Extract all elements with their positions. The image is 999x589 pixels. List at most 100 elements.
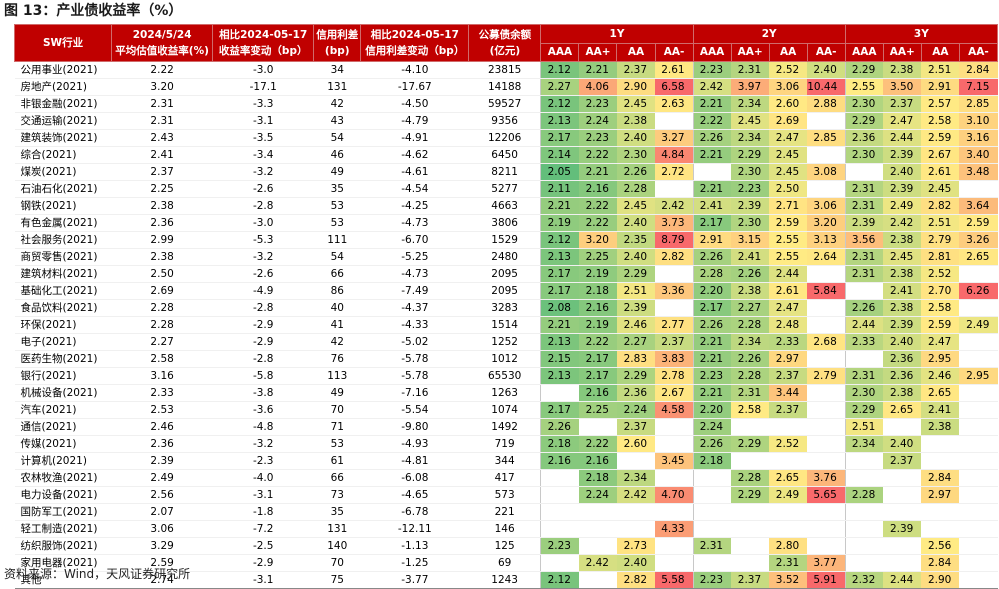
yield-heatmap-cell: 2.97 [921, 486, 960, 504]
table-row: 食品饮料(2021) 2.28 -2.8 40 -4.37 3283 2.08 2.16 2.3… [14, 299, 998, 317]
spread-change-cell: -4.33 [360, 316, 469, 334]
yield-heatmap-cell: 2.19 [578, 265, 617, 283]
yield-heatmap-cell: 2.37 [731, 571, 770, 589]
yield-heatmap-cell: 2.26 [540, 418, 579, 436]
spread-cell: 46 [313, 146, 361, 164]
yield-heatmap-cell [540, 469, 579, 487]
yield-heatmap-cell [959, 384, 998, 402]
yield-heatmap-cell [807, 418, 846, 436]
yield-heatmap-cell: 2.34 [731, 129, 770, 147]
yield-heatmap-cell: 2.58 [921, 299, 960, 317]
rating-header-cell: AA- [654, 43, 694, 62]
yield-heatmap-cell: 2.55 [769, 231, 808, 249]
header-yield-change-top: 相比2024-05-17 [219, 29, 308, 41]
yield-heatmap-cell: 3.20 [578, 231, 617, 249]
balance-cell: 1529 [468, 231, 542, 249]
yield-cell: 2.99 [111, 231, 213, 249]
table-row: 轻工制造(2021) 3.06 -7.2 131 -12.11 146 4.33 2.39 [14, 520, 998, 538]
yield-cell: 2.50 [111, 265, 213, 283]
industry-cell: 通信(2021) [14, 418, 112, 436]
yield-heatmap-cell: 2.79 [807, 367, 846, 385]
yield-change-cell: -3.4 [212, 146, 314, 164]
yield-change-cell: -3.2 [212, 248, 314, 266]
table-row: 非银金融(2021) 2.31 -3.3 42 -4.50 59527 2.12 2.23 2.… [14, 95, 998, 113]
table-row: 有色金属(2021) 2.36 -3.0 53 -4.73 3806 2.19 2.22 2.4… [14, 214, 998, 232]
yield-heatmap-cell: 2.27 [540, 78, 579, 96]
yield-heatmap-cell: 2.38 [921, 418, 960, 436]
table-row: 农林牧渔(2021) 2.49 -4.0 66 -6.08 417 2.18 2.34 2.28… [14, 469, 998, 487]
yield-heatmap-cell [959, 265, 998, 283]
yield-cell: 2.37 [111, 163, 213, 181]
yield-heatmap-cell: 2.16 [578, 180, 617, 198]
header-spread-change: 相比2024-05-17 信用利差变动（bp） [360, 24, 470, 62]
balance-cell: 1074 [468, 401, 542, 419]
yield-heatmap-cell [844, 503, 884, 521]
yield-heatmap-cell [731, 452, 770, 470]
spread-change-cell: -7.16 [360, 384, 469, 402]
yield-heatmap-cell: 3.16 [959, 129, 998, 147]
spread-change-cell: -4.50 [360, 95, 469, 113]
yield-heatmap-cell: 2.25 [578, 401, 617, 419]
yield-heatmap-cell: 2.40 [616, 214, 656, 232]
yield-heatmap-cell: 3.73 [655, 214, 694, 232]
yield-heatmap-cell: 2.22 [578, 197, 617, 215]
yield-heatmap-cell: 2.65 [959, 248, 998, 266]
spread-cell: 49 [313, 163, 361, 181]
yield-heatmap-cell: 2.22 [578, 146, 617, 164]
yield-heatmap-cell: 2.61 [921, 163, 960, 181]
balance-cell: 573 [468, 486, 542, 504]
yield-heatmap-cell: 2.24 [692, 418, 732, 436]
yield-heatmap-cell: 2.95 [959, 367, 998, 385]
industry-cell: 银行(2021) [14, 367, 112, 385]
yield-heatmap-cell: 2.57 [921, 95, 960, 113]
balance-cell: 69 [468, 554, 542, 572]
yield-cell: 2.38 [111, 248, 213, 266]
spread-change-cell: -5.54 [360, 401, 469, 419]
yield-heatmap-cell: 2.23 [692, 367, 732, 385]
yield-cell: 2.33 [111, 384, 213, 402]
yield-heatmap-cell: 2.20 [692, 282, 732, 300]
yield-heatmap-cell: 2.30 [844, 384, 884, 402]
yield-heatmap-cell: 2.18 [692, 452, 732, 470]
yield-heatmap-cell: 5.65 [807, 486, 846, 504]
yield-change-cell: -2.9 [212, 554, 314, 572]
balance-cell: 2480 [468, 248, 542, 266]
industry-cell: 社会服务(2021) [14, 231, 112, 249]
yield-change-cell: -3.6 [212, 401, 314, 419]
yield-heatmap-cell: 2.36 [883, 350, 922, 368]
yield-heatmap-cell: 2.11 [540, 180, 579, 198]
yield-heatmap-cell: 3.56 [844, 231, 884, 249]
yield-heatmap-cell [921, 435, 960, 453]
yield-heatmap-cell: 2.61 [655, 61, 694, 79]
header-industry: SW行业 [13, 24, 113, 62]
header-balance-bottom: (亿元) [489, 45, 521, 57]
yield-cell: 2.39 [111, 452, 213, 470]
yield-heatmap-cell: 2.49 [883, 197, 922, 215]
table-row: 机械设备(2021) 2.33 -3.8 49 -7.16 1263 2.16 2.36 2.6… [14, 384, 998, 402]
yield-heatmap-cell [959, 571, 998, 589]
yield-heatmap-cell [959, 350, 998, 368]
yield-heatmap-cell: 2.39 [616, 299, 656, 317]
spread-cell: 53 [313, 435, 361, 453]
yield-heatmap-cell [807, 146, 846, 164]
yield-heatmap-cell [540, 554, 579, 572]
yield-heatmap-cell: 2.29 [731, 435, 770, 453]
yield-cell: 2.07 [111, 503, 213, 521]
yield-heatmap-cell: 2.65 [769, 469, 808, 487]
yield-heatmap-cell: 2.30 [844, 146, 884, 164]
yield-heatmap-cell [578, 503, 617, 521]
spread-cell: 53 [313, 197, 361, 215]
yield-heatmap-cell: 2.29 [731, 146, 770, 164]
yield-heatmap-cell: 3.64 [959, 197, 998, 215]
yield-heatmap-cell: 2.45 [616, 95, 656, 113]
yield-change-cell: -3.1 [212, 571, 314, 589]
yield-heatmap-cell: 2.51 [921, 214, 960, 232]
yield-cell: 2.59 [111, 554, 213, 572]
yield-heatmap-cell: 2.38 [883, 384, 922, 402]
yield-cell: 2.22 [111, 61, 213, 79]
balance-cell: 8211 [468, 163, 542, 181]
yield-heatmap-cell [578, 418, 617, 436]
industry-cell: 非银金融(2021) [14, 95, 112, 113]
yield-heatmap-cell: 2.31 [731, 384, 770, 402]
yield-cell: 2.28 [111, 316, 213, 334]
